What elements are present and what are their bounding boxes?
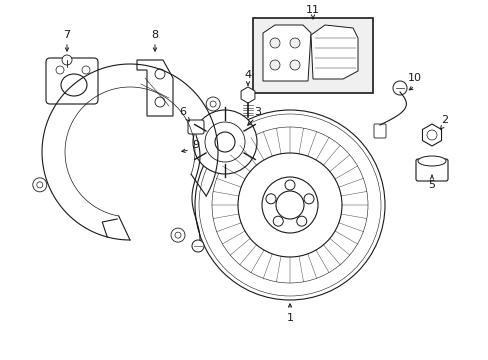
Circle shape <box>273 216 283 226</box>
Polygon shape <box>310 25 357 79</box>
Circle shape <box>62 55 72 65</box>
Text: 10: 10 <box>407 73 421 83</box>
Circle shape <box>426 130 436 140</box>
Text: 9: 9 <box>192 140 199 150</box>
Circle shape <box>206 97 220 111</box>
Circle shape <box>204 122 244 162</box>
Circle shape <box>275 191 304 219</box>
Bar <box>252 18 372 93</box>
Circle shape <box>171 228 184 242</box>
Text: 2: 2 <box>441 115 447 125</box>
Text: 11: 11 <box>305 5 319 15</box>
Circle shape <box>265 194 275 204</box>
Circle shape <box>155 97 164 107</box>
Ellipse shape <box>417 156 445 166</box>
Text: 8: 8 <box>151 30 158 40</box>
Circle shape <box>289 38 299 48</box>
Circle shape <box>192 240 203 252</box>
Text: 1: 1 <box>286 313 293 323</box>
Circle shape <box>56 66 64 74</box>
Text: 3: 3 <box>254 107 261 117</box>
Circle shape <box>269 60 280 70</box>
Text: 4: 4 <box>244 70 251 80</box>
Circle shape <box>285 180 294 190</box>
Polygon shape <box>137 60 173 116</box>
Text: 5: 5 <box>427 180 435 190</box>
Text: 7: 7 <box>63 30 70 40</box>
Circle shape <box>296 216 306 226</box>
Polygon shape <box>241 87 254 103</box>
Circle shape <box>37 182 43 188</box>
Text: 6: 6 <box>179 107 186 117</box>
Circle shape <box>215 132 235 152</box>
Circle shape <box>269 38 280 48</box>
Circle shape <box>210 101 216 107</box>
Circle shape <box>392 81 406 95</box>
Circle shape <box>289 60 299 70</box>
Circle shape <box>82 66 90 74</box>
Polygon shape <box>422 124 441 146</box>
Circle shape <box>193 110 257 174</box>
FancyBboxPatch shape <box>187 120 203 134</box>
Ellipse shape <box>61 74 87 96</box>
Circle shape <box>175 232 181 238</box>
Circle shape <box>33 178 47 192</box>
FancyBboxPatch shape <box>46 58 98 104</box>
Polygon shape <box>263 25 310 81</box>
Circle shape <box>155 69 164 79</box>
Circle shape <box>304 194 313 204</box>
FancyBboxPatch shape <box>373 124 385 138</box>
FancyBboxPatch shape <box>415 159 447 181</box>
